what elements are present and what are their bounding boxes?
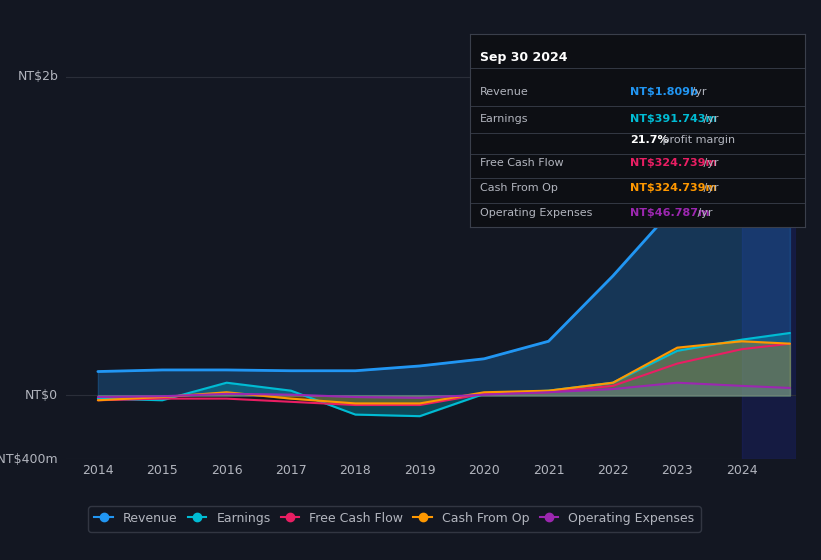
- Text: NT$46.787m: NT$46.787m: [631, 208, 710, 218]
- Text: Free Cash Flow: Free Cash Flow: [479, 158, 563, 168]
- Text: NT$324.739m: NT$324.739m: [631, 158, 718, 168]
- Text: Operating Expenses: Operating Expenses: [479, 208, 592, 218]
- Text: 21.7%: 21.7%: [631, 135, 669, 145]
- Text: NT$0: NT$0: [25, 389, 58, 402]
- Text: Earnings: Earnings: [479, 114, 528, 124]
- Text: /yr: /yr: [700, 158, 719, 168]
- Text: profit margin: profit margin: [659, 135, 735, 145]
- Bar: [741, 45, 796, 459]
- Text: Cash From Op: Cash From Op: [479, 183, 557, 193]
- Text: /yr: /yr: [700, 183, 719, 193]
- Text: Sep 30 2024: Sep 30 2024: [479, 51, 567, 64]
- Text: Revenue: Revenue: [479, 87, 529, 96]
- Text: -NT$400m: -NT$400m: [0, 452, 58, 466]
- Text: NT$2b: NT$2b: [17, 70, 58, 83]
- Text: /yr: /yr: [694, 208, 713, 218]
- Text: NT$1.809b: NT$1.809b: [631, 87, 699, 96]
- Text: NT$324.739m: NT$324.739m: [631, 183, 718, 193]
- Legend: Revenue, Earnings, Free Cash Flow, Cash From Op, Operating Expenses: Revenue, Earnings, Free Cash Flow, Cash …: [88, 506, 701, 531]
- Text: /yr: /yr: [688, 87, 706, 96]
- Text: /yr: /yr: [700, 114, 719, 124]
- Text: NT$391.743m: NT$391.743m: [631, 114, 718, 124]
